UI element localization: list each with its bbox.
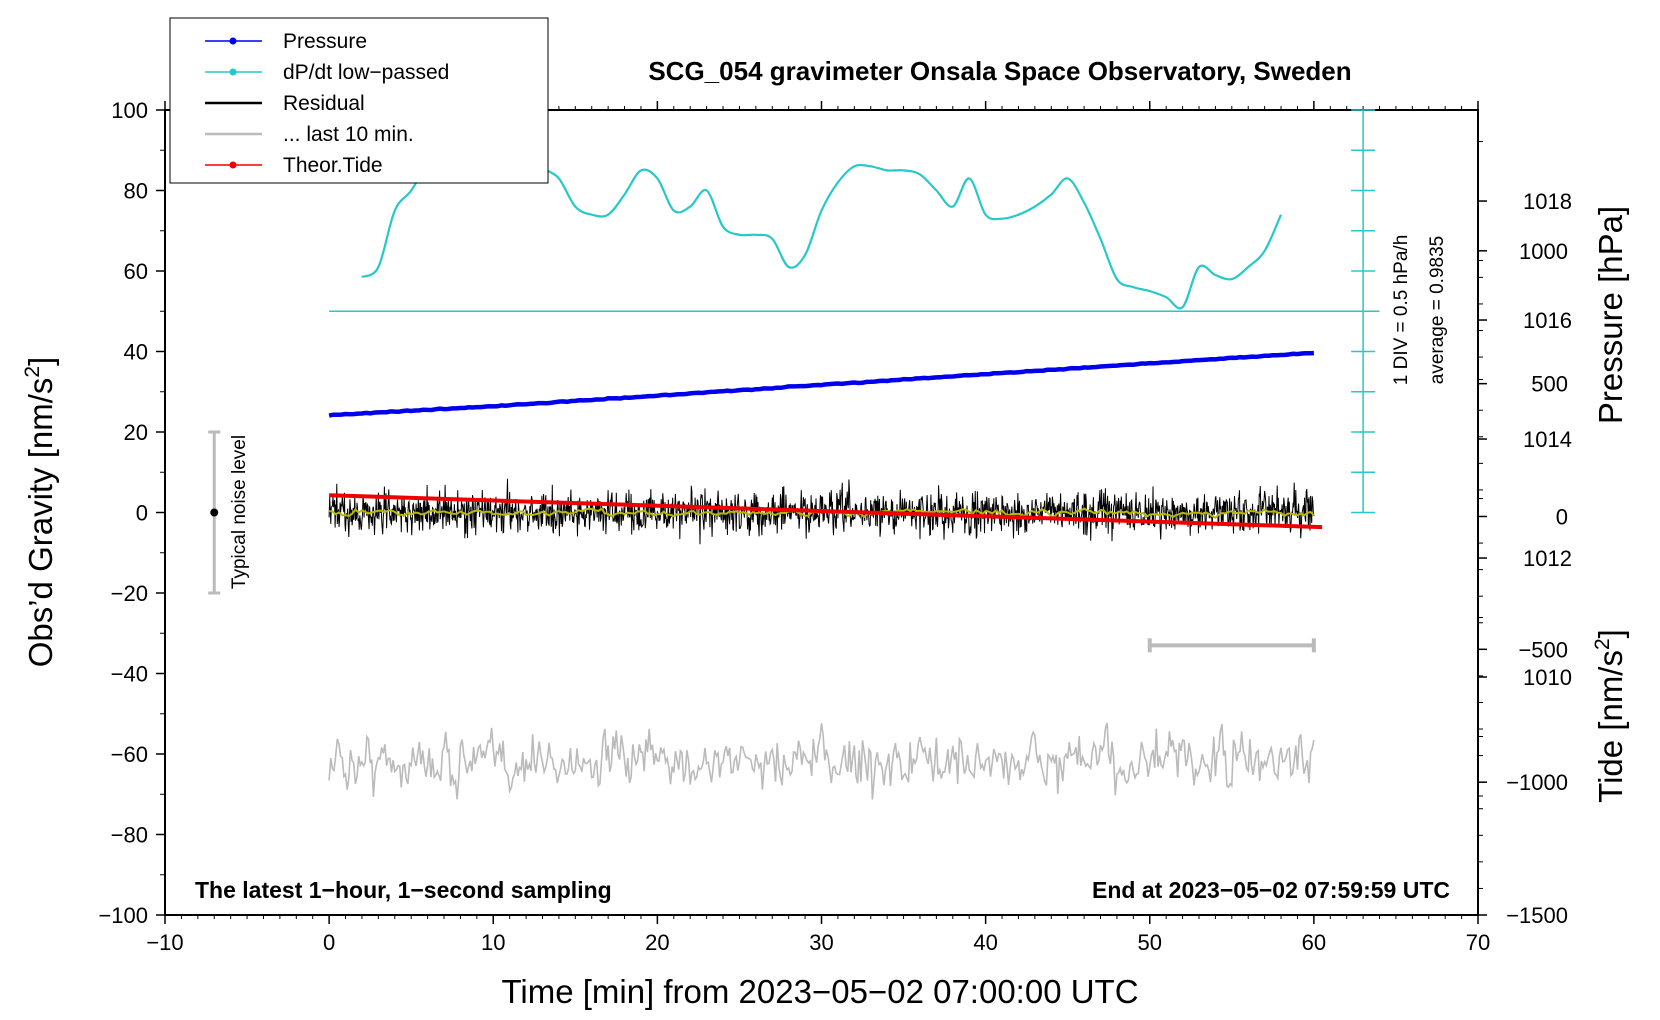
x-tick-label: 20	[645, 930, 669, 955]
pressure-tick-label: 1014	[1523, 427, 1572, 452]
x-tick-label: 50	[1138, 930, 1162, 955]
y-axis-title-pressure: Pressure [hPa]	[1592, 206, 1629, 424]
y-axis-title-left-end: ]	[22, 357, 59, 366]
legend-label-pressure: Pressure	[283, 30, 367, 53]
y-axis-title-tide-main: Tide [nm/s	[1592, 650, 1629, 803]
pressure-tick-label: 1016	[1523, 308, 1572, 333]
y-tick-label-left: 40	[124, 340, 148, 365]
footer-right: End at 2023−05−02 07:59:59 UTC	[1092, 877, 1450, 903]
legend-dot	[229, 68, 237, 76]
footer-left: The latest 1−hour, 1−second sampling	[195, 877, 612, 903]
dpdt-scale-label: 1 DIV = 0.5 hPa/h	[1391, 235, 1412, 386]
pressure-tick-label: 1018	[1523, 189, 1572, 214]
x-axis-title: Time [min] from 2023−05−02 07:00:00 UTC	[501, 973, 1138, 1010]
legend-label-last10: ... last 10 min.	[283, 123, 414, 146]
legend-marks	[205, 37, 262, 169]
legend-label-dpdt: dP/dt low−passed	[283, 61, 449, 84]
x-tick-label: 60	[1302, 930, 1326, 955]
legend-dot	[229, 161, 237, 169]
y-axis-title-left-sup: 2	[21, 366, 44, 378]
y-tick-label-left: 100	[111, 98, 148, 123]
y-tick-label-left: −80	[111, 823, 148, 848]
y-tick-label-left: −100	[98, 903, 148, 928]
tide-tick-label: −500	[1518, 637, 1568, 662]
y-tick-label-left: −20	[111, 581, 148, 606]
y-tick-label-left: −40	[111, 662, 148, 687]
legend: Pressure dP/dt low−passed Residual ... l…	[169, 17, 549, 184]
series-pressure	[328, 350, 1315, 418]
series-layer	[328, 124, 1323, 800]
y-tick-label-left: 80	[124, 179, 148, 204]
y-tick-label-left: 60	[124, 259, 148, 284]
y-tick-label-left: −60	[111, 742, 148, 767]
dpdt-average-label: average = 0.9835	[1427, 236, 1448, 384]
x-tick-label: 70	[1466, 930, 1490, 955]
series-last-10-min	[328, 722, 1315, 800]
x-tick-label: 0	[323, 930, 335, 955]
tide-tick-label: 0	[1556, 504, 1568, 529]
tide-tick-label: 500	[1531, 372, 1568, 397]
y-axis-title-left-main: Obs’d Gravity [nm/s	[22, 378, 59, 668]
pressure-tick-label: 1010	[1523, 665, 1572, 690]
y-tick-label-left: 0	[136, 501, 148, 526]
noise-level-label: Typical noise level	[229, 435, 250, 589]
y-axis-title-left: Obs’d Gravity [nm/s2]	[21, 357, 59, 668]
y-axis-title-tide-end: ]	[1592, 629, 1629, 638]
series-theor-tide	[329, 493, 1323, 530]
legend-box	[169, 17, 549, 184]
tide-tick-label: −1000	[1506, 770, 1568, 795]
chart-title: SCG_054 gravimeter Onsala Space Observat…	[648, 56, 1351, 86]
x-tick-label: 30	[809, 930, 833, 955]
y-tick-label-left: 20	[124, 420, 148, 445]
axes-layer: −10 0 10 20 30 40 50 60 70100806040200−20−40−60−…	[98, 98, 1572, 955]
x-tick-label: −10	[146, 930, 183, 955]
noise-bar-center-dot	[210, 508, 219, 517]
legend-dot	[229, 37, 237, 45]
y-axis-title-tide: Tide [nm/s2]	[1591, 629, 1629, 803]
annotation-layer	[208, 109, 1380, 653]
x-tick-label: 10	[481, 930, 505, 955]
y-axis-title-tide-sup: 2	[1591, 638, 1614, 650]
x-tick-label: 40	[973, 930, 997, 955]
tide-tick-label: 1000	[1519, 239, 1568, 264]
pressure-tick-label: 1012	[1523, 546, 1572, 571]
legend-label-residual: Residual	[283, 92, 365, 115]
legend-label-tide: Theor.Tide	[283, 154, 383, 177]
tide-tick-label: −1500	[1506, 903, 1568, 928]
